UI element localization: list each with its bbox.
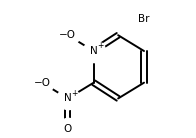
Text: N: N [90,46,98,56]
Text: O: O [64,124,72,134]
Text: Br: Br [138,14,150,24]
Text: −O: −O [33,78,50,88]
Text: +: + [97,42,103,51]
Text: N: N [64,93,72,104]
Text: −O: −O [59,30,76,40]
Text: +: + [71,89,77,98]
